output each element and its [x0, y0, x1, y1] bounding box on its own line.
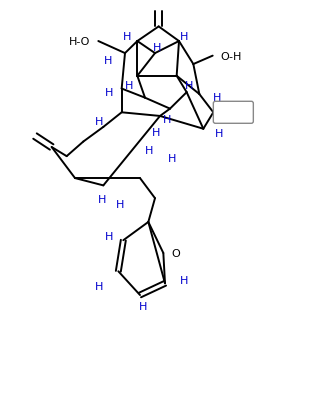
- Text: O-H: O-H: [221, 51, 242, 61]
- Text: H: H: [180, 275, 188, 285]
- Text: H: H: [125, 81, 133, 91]
- Text: H: H: [104, 56, 113, 66]
- Text: H: H: [153, 43, 161, 53]
- Text: H: H: [180, 32, 188, 42]
- Text: H: H: [215, 129, 223, 139]
- Text: H: H: [105, 88, 113, 98]
- Text: O: O: [171, 248, 180, 258]
- Text: H: H: [168, 154, 177, 164]
- Text: H: H: [116, 200, 124, 210]
- Text: H: H: [95, 281, 103, 291]
- Text: H: H: [145, 145, 154, 155]
- Text: H: H: [123, 32, 132, 42]
- Text: H: H: [105, 231, 113, 241]
- Text: H: H: [185, 81, 193, 91]
- Text: H: H: [162, 115, 171, 125]
- Text: H-O: H-O: [69, 37, 90, 47]
- Text: Abs: Abs: [224, 108, 243, 118]
- Text: H: H: [98, 195, 106, 205]
- Text: H: H: [95, 117, 103, 127]
- FancyBboxPatch shape: [213, 102, 253, 124]
- Text: H: H: [152, 128, 160, 138]
- Text: H: H: [139, 301, 148, 311]
- Text: H: H: [213, 93, 222, 103]
